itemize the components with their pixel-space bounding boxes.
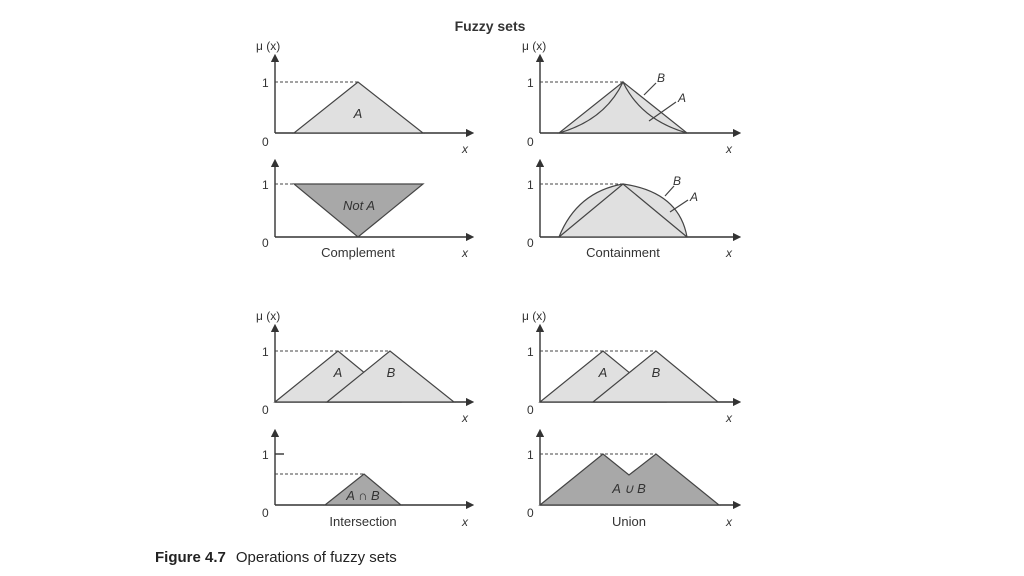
set-union-label: A ∪ B	[611, 481, 646, 496]
panel-intersection-top: μ (x) 1 0 x A B	[256, 309, 475, 425]
label-a: A	[689, 190, 698, 204]
fuzzy-set-not-a	[292, 183, 425, 238]
tick-one: 1	[527, 76, 534, 90]
fuzzy-set-a-or-b	[538, 453, 721, 506]
x-axis-label: x	[725, 411, 733, 425]
panel-intersection: 1 0 A ∩ B Intersection x	[262, 428, 475, 529]
panel-union-top: μ (x) 1 0 x A B	[522, 309, 742, 425]
tick-zero: 0	[262, 403, 269, 417]
tick-one: 1	[527, 448, 534, 462]
tick-zero: 0	[262, 236, 269, 250]
leader-b	[664, 185, 675, 197]
figure-title: Fuzzy sets	[455, 18, 526, 34]
fuzzy-set-b-outer	[558, 183, 688, 238]
x-axis-label: x	[461, 246, 469, 260]
panel-containment-top: μ (x) 1 0 x B A	[522, 39, 742, 156]
tick-zero: 0	[262, 506, 269, 520]
fuzzy-set-b-inner	[558, 80, 688, 134]
tick-one: 1	[262, 178, 269, 192]
tick-one: 1	[262, 345, 269, 359]
x-axis-label: x	[725, 515, 733, 529]
set-intersection-label: A ∩ B	[345, 488, 380, 503]
union-caption: Union	[612, 514, 646, 529]
label-b: B	[657, 71, 665, 85]
x-axis-label: x	[725, 142, 733, 156]
set-b-label: B	[652, 365, 661, 380]
fuzzy-set-a-and-b	[323, 473, 403, 506]
set-a-label: A	[598, 365, 608, 380]
tick-zero: 0	[527, 236, 534, 250]
leader-a	[669, 199, 689, 213]
y-axis-label: μ (x)	[522, 39, 546, 53]
panel-union: 1 0 A ∪ B Union x	[527, 428, 742, 529]
tick-one: 1	[262, 76, 269, 90]
figure-caption: Figure 4.7 Operations of fuzzy sets	[155, 549, 397, 566]
y-axis-label: μ (x)	[522, 309, 546, 323]
x-axis-label: x	[461, 411, 469, 425]
intersection-caption: Intersection	[329, 514, 396, 529]
tick-one: 1	[262, 448, 269, 462]
set-a-label: A	[353, 106, 363, 121]
label-b: B	[673, 174, 681, 188]
label-a: A	[677, 91, 686, 105]
figure-number: Figure 4.7	[155, 549, 226, 566]
x-axis-label: x	[461, 515, 469, 529]
set-b-label: B	[387, 365, 396, 380]
tick-zero: 0	[262, 135, 269, 149]
x-axis-label: x	[725, 246, 733, 260]
panel-complement: 1 0 Not A Complement x	[262, 158, 475, 260]
panel-containment: 1 0 B A Containment x	[527, 158, 742, 260]
leader-a	[648, 101, 677, 122]
figure-caption-text: Operations of fuzzy sets	[235, 549, 397, 566]
x-axis-label: x	[461, 142, 469, 156]
leader-b	[643, 82, 657, 96]
fuzzy-set-b	[591, 350, 720, 403]
fuzzy-set-b	[325, 350, 456, 403]
tick-one: 1	[527, 178, 534, 192]
y-axis-label: μ (x)	[256, 39, 280, 53]
fuzzy-set-a	[292, 81, 425, 134]
tick-one: 1	[527, 345, 534, 359]
y-axis-label: μ (x)	[256, 309, 280, 323]
set-a-label: A	[333, 365, 343, 380]
tick-zero: 0	[527, 506, 534, 520]
complement-caption: Complement	[321, 245, 395, 260]
tick-zero: 0	[527, 135, 534, 149]
panel-original-a: μ (x) 1 0 x A	[256, 39, 475, 156]
containment-caption: Containment	[586, 245, 660, 260]
tick-zero: 0	[527, 403, 534, 417]
fuzzy-set-a-outline	[558, 183, 688, 238]
set-not-a-label: Not A	[343, 198, 375, 213]
